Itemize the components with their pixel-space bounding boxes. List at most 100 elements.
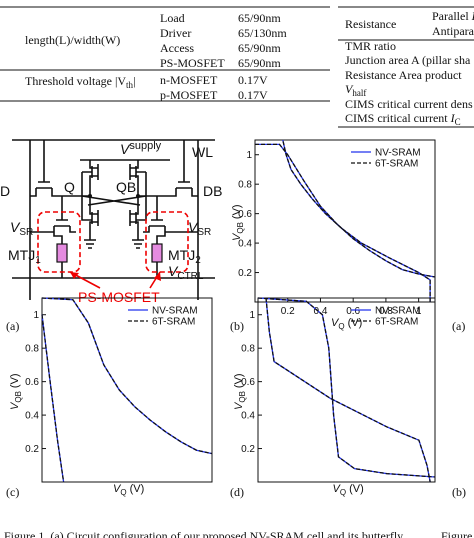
cell: 65/130nm [238, 26, 287, 40]
curve [265, 297, 431, 483]
cell: 0.17V [238, 73, 268, 87]
x-tick-label: 0.6 [346, 306, 360, 317]
ps-box [37, 211, 81, 273]
axis-label: VQ (V) [113, 483, 144, 497]
panel-label: (b) [452, 485, 466, 499]
label-vsupply: Vsupply [120, 140, 162, 157]
label-q: Q [64, 179, 75, 195]
ps-mosfet [53, 196, 76, 278]
axis-label: VQ (V) [331, 317, 362, 331]
caption: Figure 1. (a) Circuit configuration of o… [4, 529, 403, 538]
plots: 0.20.40.60.810.2 0.4 0.6 0.8 1VQ (V)VQB(V)(b)… [6, 139, 436, 499]
x-tick-label: 1 [416, 306, 422, 317]
sub: SR [197, 227, 211, 238]
cell-sym: V [345, 82, 354, 96]
legend-label: 6T-SRAM [375, 317, 418, 328]
axis-unit: (V) [231, 204, 243, 219]
axis-sub: QB [236, 222, 245, 234]
cell: CIMS critical current dens [345, 97, 473, 111]
cell-sym: R [471, 9, 474, 23]
cell: Resistance [345, 17, 396, 31]
group-label: Threshold voltage |Vth| [25, 74, 135, 90]
x-tick-label: 0.4 [314, 306, 328, 317]
cell: PS-MOSFET [160, 56, 225, 70]
y-tick-label: 1 [33, 310, 39, 321]
curve [257, 297, 436, 478]
left-table: length(L)/width(W) Threshold voltage |Vt… [0, 6, 330, 102]
circuit: D Q QB DB WL Vsupply VSR VSR MTJ1 MTJ2 V… [0, 139, 222, 333]
y-tick-label: 0.8 [238, 180, 252, 191]
axis-sym: V [331, 317, 340, 329]
axis-label: VQB (V) [9, 373, 23, 410]
sym: V [120, 141, 131, 157]
cell: Driver [160, 26, 191, 40]
y-tick-label: 0.8 [241, 344, 255, 355]
cell: 0.17V [238, 88, 268, 102]
legend-label: NV-SRAM [375, 306, 421, 317]
legend-label: NV-SRAM [375, 148, 421, 159]
ps-box [145, 211, 189, 273]
ps-mosfet [143, 196, 166, 278]
y-tick-label: 0.2 [241, 444, 255, 455]
y-tick-label: 0.6 [25, 377, 39, 388]
legend-label: NV-SRAM [152, 306, 198, 317]
label-mtj: MTJ2 [168, 247, 201, 266]
axis-sub: Q [340, 488, 346, 497]
axis-sym: V [231, 232, 243, 241]
cell: Parallel RP [432, 9, 474, 25]
access-transistor [138, 140, 198, 197]
axis-sym: V [333, 483, 342, 495]
y-tick-label: 0.2 [238, 268, 252, 279]
axis-sub: Q [120, 488, 126, 497]
axis-sym: V [233, 401, 245, 410]
y-tick-label: 0.6 [241, 377, 255, 388]
label-mtj: MTJ1 [8, 247, 41, 266]
label-vsr: VSR [10, 219, 33, 238]
axis-unit: (V) [233, 373, 245, 388]
axis-unit: (V) [348, 317, 363, 329]
sym: V [188, 219, 199, 235]
cell: p-MOSFET [160, 88, 218, 102]
cell: TMR ratio [345, 39, 396, 53]
label-ps-mosfet: PS-MOSFET [78, 289, 160, 305]
axis-label: VQB (V) [233, 373, 247, 410]
panel-label: (a) [6, 319, 19, 333]
label-text: | [133, 74, 135, 88]
label-vsr: VSR [188, 219, 211, 238]
ground [84, 239, 144, 249]
cell: 65/90nm [238, 11, 281, 25]
axis-unit: (V) [9, 373, 21, 388]
y-tick-label: 1 [246, 150, 252, 161]
y-tick-label: 0.4 [25, 411, 39, 422]
cell: 65/90nm [238, 56, 281, 70]
axis-unit: (V) [349, 483, 364, 495]
sym: MTJ [8, 247, 35, 263]
cell: Load [160, 11, 185, 25]
panel-label: (b) [230, 319, 244, 333]
x-tick-label: 0.8 [379, 306, 393, 317]
cross-couple [81, 195, 147, 206]
cell: 65/90nm [238, 41, 281, 55]
access-transistor [30, 140, 90, 197]
curve [282, 139, 431, 302]
cell: Vhalf [345, 82, 366, 98]
panel-label: (a) [452, 319, 465, 333]
label-db: DB [203, 183, 222, 199]
panel-label: (d) [230, 485, 244, 499]
mtj [151, 243, 163, 263]
sym: MTJ [168, 247, 195, 263]
cell: Resistance Area product [345, 68, 462, 82]
cell: CIMS critical current IC [345, 111, 461, 127]
node [136, 194, 140, 198]
legend-label: 6T-SRAM [152, 317, 195, 328]
panel-label: (c) [6, 485, 19, 499]
axis-label: VQ (V) [333, 483, 364, 497]
cell-sym: I [450, 111, 456, 125]
sub: SR [19, 227, 33, 238]
y-tick-label: 0.8 [25, 344, 39, 355]
plot-frame [41, 297, 213, 483]
cell-sub: C [455, 117, 461, 127]
label-text: Threshold voltage |V [25, 74, 126, 88]
node [88, 194, 92, 198]
